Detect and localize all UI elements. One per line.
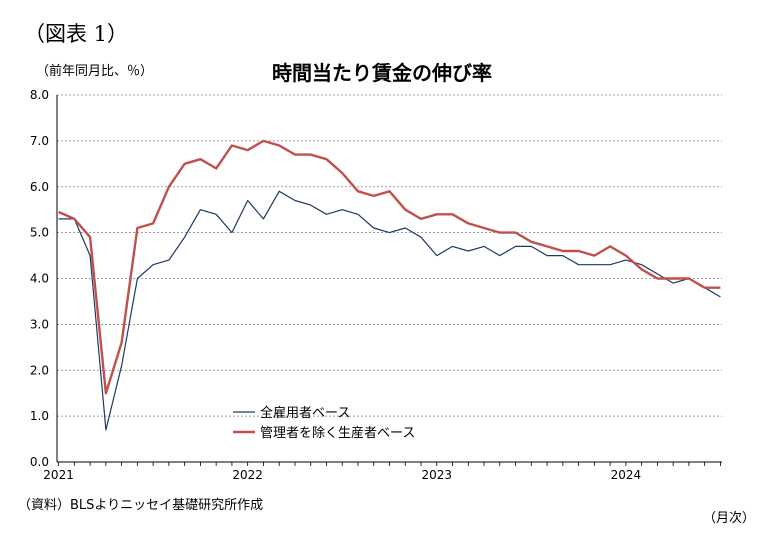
chart-title: 時間当たり賃金の伸び率 (272, 61, 492, 85)
y-axis-unit-label: （前年同月比、％） (36, 64, 154, 79)
figure-label: （図表 1） (24, 22, 129, 46)
x-tick-label: 2022 (232, 468, 263, 482)
y-tick-label: 6.0 (30, 180, 49, 194)
x-tick-label: 2024 (611, 468, 642, 482)
y-tick-label: 4.0 (30, 272, 49, 286)
y-tick-label: 1.0 (30, 409, 49, 423)
y-tick-label: 8.0 (30, 88, 49, 102)
y-tick-label: 7.0 (30, 134, 49, 148)
legend-label-2: 管理者を除く生産者ベース (260, 425, 415, 441)
series-line-1 (58, 190, 721, 431)
x-tick-label: 2023 (422, 468, 453, 482)
legend-label-1: 全雇用者ベース (260, 405, 350, 421)
y-tick-label: 2.0 (30, 363, 49, 377)
x-axis-unit-label: （月次） (703, 511, 756, 526)
source-note: （資料）BLSよりニッセイ基礎研究所作成 (18, 498, 264, 513)
y-tick-label: 5.0 (30, 226, 49, 240)
series-line-2 (58, 139, 721, 395)
y-tick-label: 0.0 (30, 455, 49, 469)
x-tick-label: 2021 (43, 468, 74, 482)
y-tick-label: 3.0 (30, 317, 49, 331)
